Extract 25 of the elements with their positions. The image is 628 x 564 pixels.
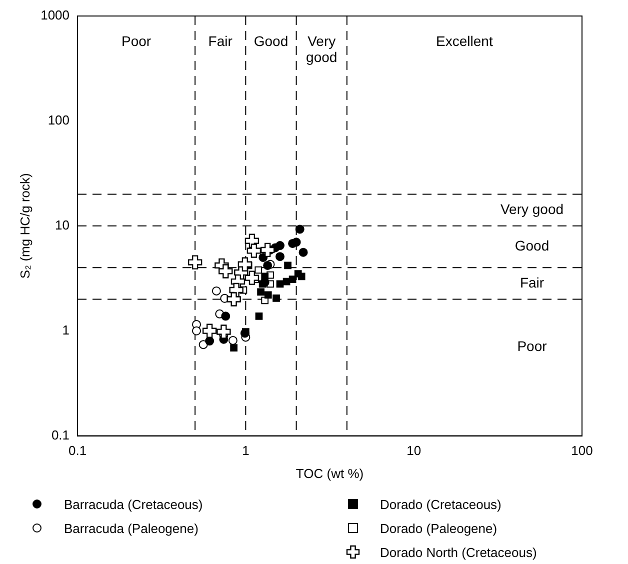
annotation: Poor [122,32,152,49]
annotation: Fair [208,32,233,49]
y-tick-label: 100 [48,112,70,128]
x-tick-label: 0.1 [68,443,87,458]
annotation: Poor [517,338,548,354]
annotation: Good [514,238,550,254]
annotation: Fair [520,274,544,290]
x-tick-label: 100 [571,443,593,458]
annotation: Good [254,32,288,49]
x-tick-label: 1 [242,443,250,458]
y-tick-label: 0.1 [51,427,70,442]
y-tick-label: 1000 [40,8,70,23]
y-tick-label: 1 [62,322,70,338]
legend-label: Dorado North (Cretaceous) [380,544,537,560]
x-tick-label: 10 [406,443,422,458]
y-axis-title: S₂ (mg HC/g rock) [17,173,32,279]
annotation: Very good [500,200,564,217]
annotation: Excellent [436,32,493,49]
legend-label: Dorado (Paleogene) [380,520,498,536]
annotation: Very good [306,32,338,65]
y-tick-label: 10 [55,217,70,232]
x-axis-title: TOC (wt %) [296,466,364,481]
legend-label: Barracuda (Cretaceous) [64,496,203,512]
legend-label: Barracuda (Paleogene) [64,520,198,536]
legend-label: Dorado (Cretaceous) [380,496,502,512]
